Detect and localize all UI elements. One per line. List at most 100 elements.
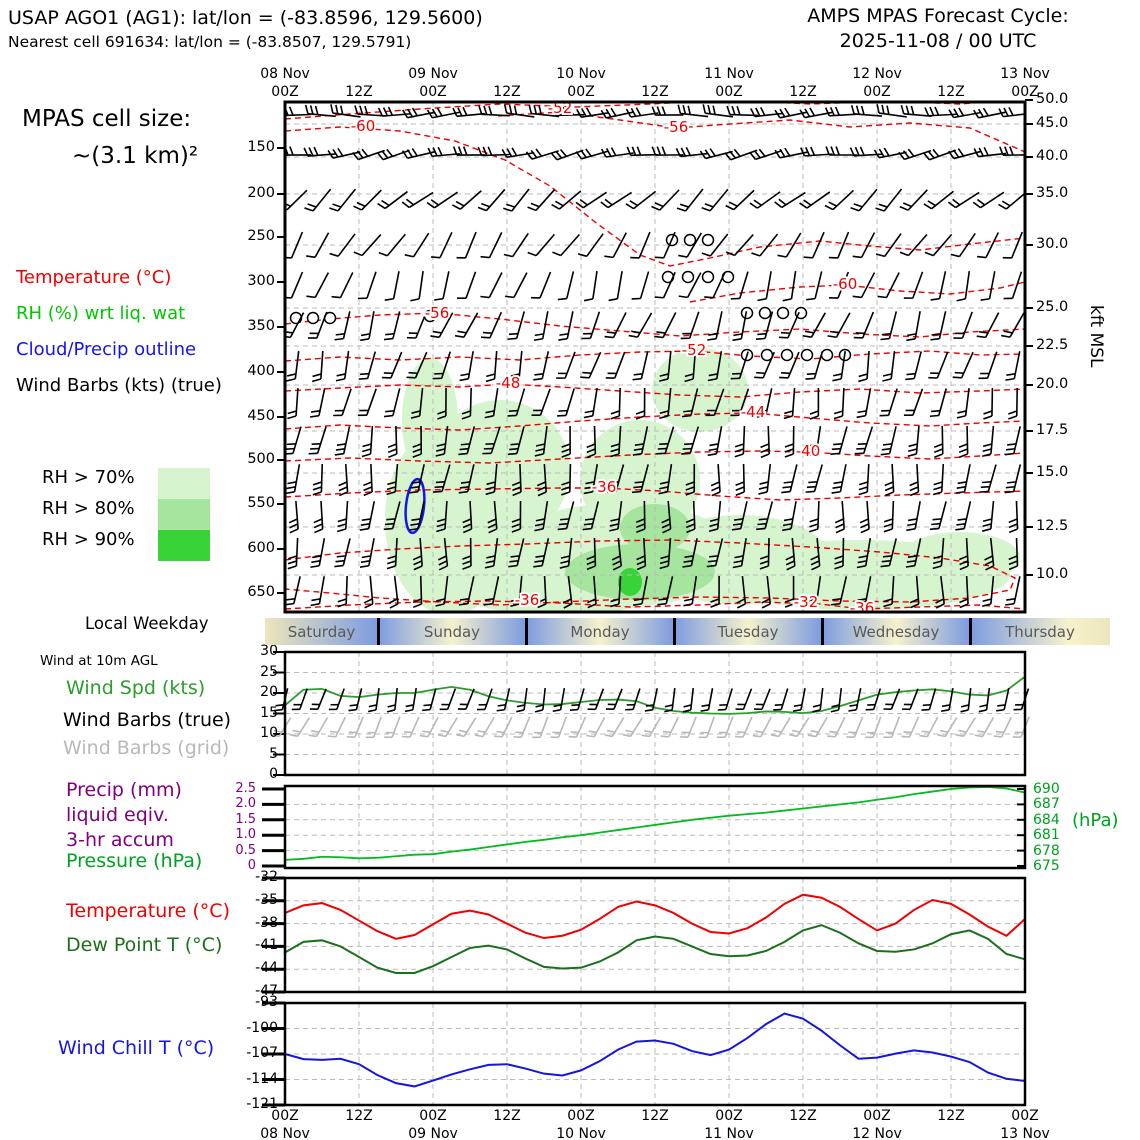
rh-region-bright (618, 568, 642, 596)
cell-size-line2: ~(3.1 km)² (72, 143, 199, 169)
top-hour-label: 00Z (715, 84, 743, 100)
precip-tick-label: 2.5 (235, 781, 256, 796)
chill-tick-label: -93 (255, 994, 278, 1010)
bottom-hour-label: 12Z (641, 1108, 669, 1124)
weekday-divider (673, 618, 676, 645)
pressure-tick-label-right: 687 (1033, 796, 1060, 813)
station-circle (800, 348, 814, 362)
pressure-tick-label: 250 (247, 228, 275, 244)
pressure-line (284, 786, 1026, 861)
bottom-hour-label: 00Z (715, 1108, 743, 1124)
top-hour-label: 00Z (271, 84, 299, 100)
precip-label-line2: liquid eqiv. (66, 804, 169, 826)
kft-tick-label: 45.0 (1036, 115, 1069, 131)
bottom-hour-label: 12Z (937, 1108, 965, 1124)
pressure-tick-label-right: 684 (1033, 811, 1060, 828)
dewpoint-panel-label: Dew Point T (°C) (66, 934, 223, 956)
contour-label: -56 (425, 304, 450, 322)
kft-tick-label: 22.5 (1036, 337, 1069, 353)
chill-tick-label: -121 (246, 1096, 278, 1112)
wind-10m-caption: Wind at 10m AGL (40, 653, 158, 669)
weekday-divider (377, 618, 380, 645)
top-date-label: 09 Nov (408, 66, 458, 82)
weekday-cell: Monday (526, 618, 674, 645)
weekday-divider (821, 618, 824, 645)
wind-tick-label: 15 (260, 704, 278, 721)
weekday-cell: Sunday (378, 618, 526, 645)
kft-tick-label: 25.0 (1036, 299, 1069, 315)
bottom-hour-label: 12Z (493, 1108, 521, 1124)
cloud-precip-outline (404, 477, 426, 535)
kft-tick-label: 17.5 (1036, 422, 1069, 438)
contour-label: -44 (741, 403, 766, 421)
wind-tick-label: 0 (269, 766, 278, 782)
station-circle (701, 270, 715, 284)
rh-legend-label: RH > 70% (42, 467, 135, 488)
station-circle (683, 233, 697, 247)
contour-label: -48 (496, 374, 521, 392)
station-circle (780, 348, 794, 362)
bottom-hour-label: 00Z (863, 1108, 891, 1124)
bottom-hour-label: 12Z (789, 1108, 817, 1124)
top-hour-label: 00Z (863, 84, 891, 100)
wind-tick-label: 25 (260, 663, 278, 680)
bottom-date-label: 10 Nov (556, 1126, 606, 1140)
rh-legend-swatch (158, 468, 210, 499)
contour-label: -36 (515, 591, 540, 609)
top-hour-label: 12Z (493, 84, 521, 100)
contour-label: -36 (850, 599, 875, 617)
station-circle (306, 311, 320, 325)
rh-region-mid (565, 544, 715, 600)
wind-tick-label: 5 (269, 745, 278, 762)
pressure-tick-label: 150 (247, 139, 275, 155)
weekday-divider (525, 618, 528, 645)
forecast-cycle-line1: AMPS MPAS Forecast Cycle: (807, 5, 1069, 27)
pressure-tick-label: 400 (247, 363, 275, 379)
top-date-label: 10 Nov (556, 66, 606, 82)
bottom-hour-label: 00Z (567, 1108, 595, 1124)
pressure-tick-label: 650 (247, 584, 275, 600)
top-date-label: 13 Nov (1000, 66, 1050, 82)
rh-legend-swatch (158, 530, 210, 561)
dewpoint-line (284, 924, 1026, 974)
precip-label-line3: 3-hr accum (66, 829, 174, 851)
temperature-panel-label: Temperature (°C) (66, 900, 230, 922)
top-hour-label: 12Z (937, 84, 965, 100)
pressure-tick-label-right: 675 (1033, 858, 1060, 874)
kft-tick-label: 30.0 (1036, 236, 1069, 252)
temp-tick-label: -38 (255, 914, 278, 931)
contour-label: -52 (548, 99, 573, 117)
wind-tick-label: 10 (260, 725, 278, 741)
precip-tick-label: 1.0 (235, 827, 256, 843)
chill-tick-label: -100 (246, 1019, 278, 1036)
rh-region-light (652, 348, 748, 432)
pressure-tick-label-right: 678 (1033, 842, 1060, 859)
wind-tick-label: 30 (260, 643, 278, 659)
chill-tick-label: -107 (246, 1045, 278, 1061)
wind-speed-label: Wind Spd (kts) (66, 677, 206, 699)
bottom-hour-label: 00Z (419, 1108, 447, 1124)
pressure-tick-label-right: 681 (1033, 827, 1060, 844)
bottom-hour-label: 00Z (1011, 1108, 1039, 1124)
bottom-date-label: 08 Nov (260, 1126, 310, 1140)
pressure-tick-label: 350 (247, 318, 275, 334)
temp-tick-label: -41 (255, 937, 278, 954)
hpa-unit-label: (hPa) (1072, 810, 1119, 831)
top-hour-label: 00Z (419, 84, 447, 100)
bottom-date-label: 12 Nov (852, 1126, 902, 1140)
wind-chill-panel-label: Wind Chill T (°C) (58, 1037, 215, 1059)
station-circle (820, 348, 834, 362)
station-circle (776, 306, 790, 320)
station-circle (758, 306, 772, 320)
pressure-tick-label: 200 (247, 185, 275, 201)
kft-tick-label: 40.0 (1036, 148, 1069, 164)
pressure-tick-label: 600 (247, 540, 275, 556)
forecast-cycle-line2: 2025-11-08 / 00 UTC (839, 30, 1037, 52)
kft-msl-axis-label: kft MSL (1086, 305, 1106, 368)
precip-tick-label: 0.5 (235, 842, 256, 858)
temp-tick-label: -47 (255, 983, 278, 999)
pressure-tick-label: 450 (247, 408, 275, 424)
precip-tick-label: 2.0 (235, 796, 256, 812)
main-cross-section: -60 -52 -56 -60 -56 -52 -48 -44 -40 -36 -36 -32 -36 (285, 99, 1025, 617)
